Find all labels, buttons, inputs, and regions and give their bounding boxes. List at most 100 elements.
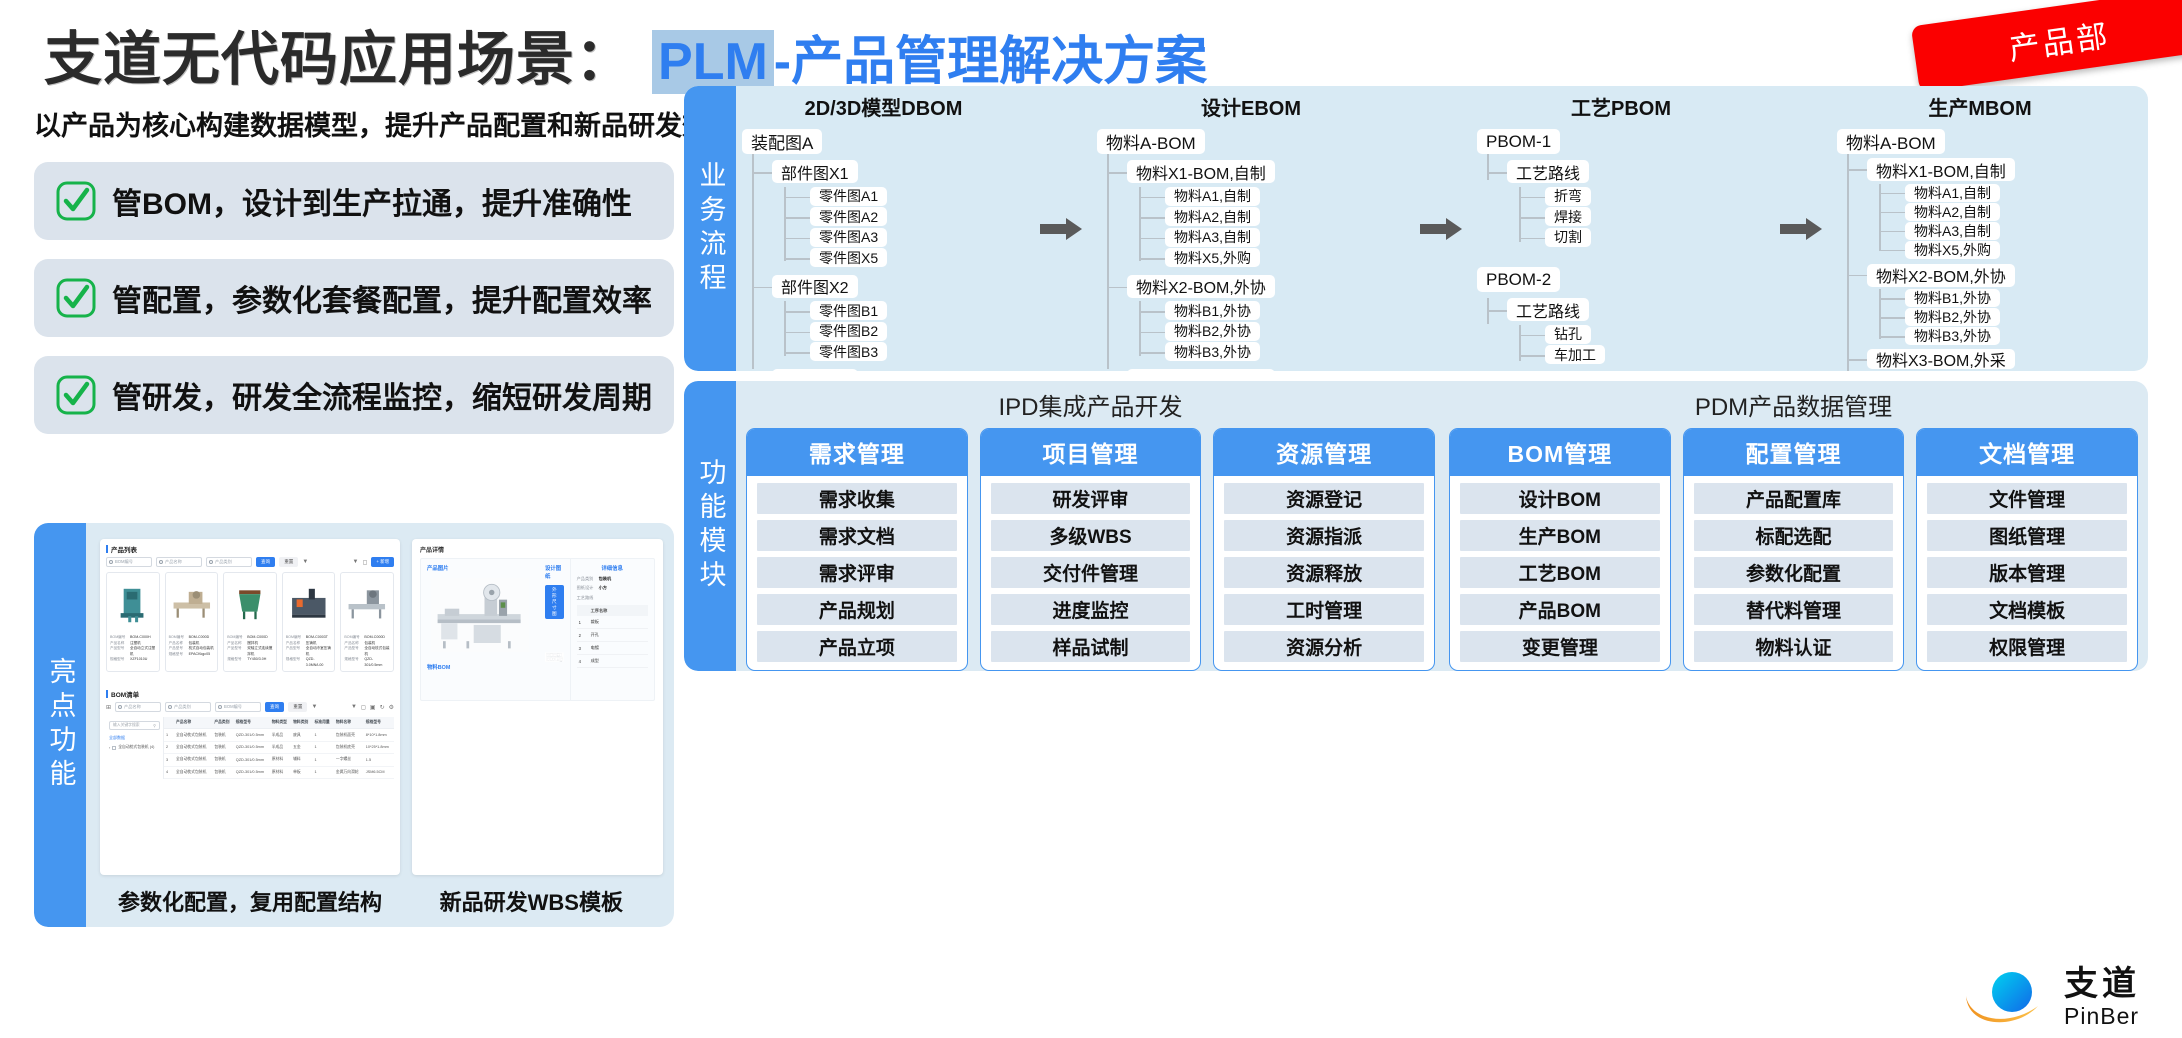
tree-search-input[interactable]: 输入关键字搜索 ⚲ xyxy=(109,721,160,731)
module-item[interactable]: 样品试制 xyxy=(990,631,1191,662)
add-button[interactable]: + 新增 xyxy=(371,557,394,567)
bom-node-leaf[interactable]: 物料X5,外购 xyxy=(1905,240,2001,259)
delete-icon[interactable]: ◻ xyxy=(362,559,368,566)
module-item[interactable]: 产品立项 xyxy=(757,631,957,662)
table-row[interactable]: 4 全自动枕式包装机 包装机 QZD-301/0.5mm 原材料 单板 1 金属… xyxy=(164,766,394,779)
bom-node-group[interactable]: 物料X2-BOM,外协 xyxy=(1867,263,2015,287)
module-item[interactable]: 图纸管理 xyxy=(1927,520,2128,551)
query-button[interactable]: 查询 xyxy=(256,557,276,567)
bom-node-root-2[interactable]: PBOM-2 xyxy=(1477,267,1561,292)
bom-node-leaf[interactable]: 零件图A1 xyxy=(810,186,888,206)
module-item[interactable]: 变更管理 xyxy=(1460,631,1660,662)
table-row[interactable]: 3 电镀 xyxy=(576,641,648,656)
module-item[interactable]: 生产BOM xyxy=(1460,520,1660,551)
screenshot-product-list[interactable]: 产品列表 BOM编号 产品名称 产品类别 查询 重置 ▼ ▼ ◻ xyxy=(100,539,400,875)
search-input-name[interactable]: 产品名称 xyxy=(156,557,202,567)
bom-reset-button[interactable]: 重置 xyxy=(288,702,308,713)
checkbox-icon[interactable] xyxy=(112,745,117,750)
bom-node-leaf[interactable]: 物料A2,自制 xyxy=(1165,207,1261,226)
table-row[interactable]: 4 成型 xyxy=(576,654,648,669)
search-input-bom[interactable]: BOM编号 xyxy=(106,557,152,567)
bom-node-leaf[interactable]: 物料B3,外协 xyxy=(1165,342,1261,361)
bom-node-leaf[interactable]: 车加工 xyxy=(1545,345,1605,364)
bom-node-group[interactable]: 物料X1-BOM,自制 xyxy=(1127,160,1275,183)
delete-icon[interactable]: ◻ xyxy=(360,704,366,711)
bom-node-leaf[interactable]: 零件图B3 xyxy=(810,342,888,361)
table-row[interactable]: 2 全自动枕式包装机 包装机 QZD-301/0.5mm 半成品 五金 1 包装… xyxy=(164,741,394,755)
bom-node-root[interactable]: 物料A-BOM xyxy=(1097,129,1205,154)
product-card[interactable]: BOM编号 BOM-C000D 产品名称 搅拌机 产品型号 双轴立式连续搅拌机 规格型… xyxy=(223,572,277,673)
module-item[interactable]: 需求评审 xyxy=(757,557,957,588)
bom-node-leaf[interactable]: 零件图X5 xyxy=(810,248,888,267)
table-row[interactable]: 3 全自动枕式包装机 包装机 QZD-301/0.5mm 原材料 辅料 1 一字… xyxy=(164,753,394,767)
bom-node-leaf[interactable]: 物料B1,外协 xyxy=(1905,289,2001,307)
bom-node-leaf[interactable]: 切割 xyxy=(1545,227,1591,247)
module-item[interactable]: 资源登记 xyxy=(1224,483,1425,514)
module-item[interactable]: 版本管理 xyxy=(1927,557,2128,588)
module-item[interactable]: 研发评审 xyxy=(990,483,1191,514)
module-item[interactable]: 资源分析 xyxy=(1224,631,1425,662)
module-item[interactable]: 替代料管理 xyxy=(1693,594,1894,625)
module-item[interactable]: 进度监控 xyxy=(990,594,1191,625)
bom-node-leaf[interactable]: 物料A1,自制 xyxy=(1905,183,2001,202)
gear-icon[interactable]: ⚙ xyxy=(388,704,394,711)
bom-node-group[interactable]: 部件图X1 xyxy=(772,160,858,183)
bom-node-leaf[interactable]: 物料A2,自制 xyxy=(1905,202,2001,221)
module-item[interactable]: 需求收集 xyxy=(757,483,957,514)
module-item[interactable]: 资源指派 xyxy=(1224,520,1425,551)
reset-button[interactable]: 重置 xyxy=(279,557,299,567)
bom-node-leaf[interactable]: 零件图B1 xyxy=(810,301,888,320)
table-row[interactable]: 1 全自动枕式包装机 包装机 QZD-301/0.5mm 半成品 废具 1 包装… xyxy=(164,728,394,742)
tree-child-item[interactable]: › 全自动枕式包装机 (4) xyxy=(109,745,160,750)
bom-node-leaf[interactable]: 钻孔 xyxy=(1545,324,1591,344)
bom-node-leaf[interactable]: 零件图B2 xyxy=(810,321,888,341)
module-item[interactable]: 标配选配 xyxy=(1693,520,1894,551)
bom-node-leaf[interactable]: 物料B2,外协 xyxy=(1905,308,2001,326)
bom-node-group[interactable]: 物料X1-BOM,自制 xyxy=(1867,158,2015,181)
bom-search-name[interactable]: 产品名称 xyxy=(115,702,162,713)
print-icon[interactable]: ▣ xyxy=(369,704,376,711)
bom-node-leaf[interactable]: 零件图A2 xyxy=(810,207,888,226)
module-item[interactable]: 工时管理 xyxy=(1224,594,1425,625)
module-item[interactable]: 产品BOM xyxy=(1460,594,1660,625)
product-card[interactable]: BOM编号 BOM-C000H 产品名称 注塑机 产品型号 全自动立式注塑机 规格型号… xyxy=(106,572,160,673)
module-item[interactable]: 需求文档 xyxy=(757,520,957,551)
module-item[interactable]: 文档模板 xyxy=(1927,594,2128,625)
bom-node-leaf[interactable]: 物料B3,外协 xyxy=(1905,327,2001,345)
bom-node-leaf[interactable]: 物料A3,自制 xyxy=(1905,221,2001,240)
product-card[interactable]: BOM编号 BOM-C0003T 产品名称 压铸机 产品型号 全自动冷室压铸机 规格型… xyxy=(281,572,336,673)
module-item[interactable]: 物料认证 xyxy=(1693,631,1894,662)
module-item[interactable]: 工艺BOM xyxy=(1460,557,1660,588)
bom-node-root[interactable]: 装配图A xyxy=(742,129,823,154)
module-item[interactable]: 产品配置库 xyxy=(1693,483,1894,514)
bom-node-leaf[interactable]: 折弯 xyxy=(1545,186,1591,206)
download-icon[interactable]: ▼ xyxy=(352,559,359,565)
table-row[interactable]: 2 开孔 xyxy=(576,628,648,643)
module-item[interactable]: 交付件管理 xyxy=(990,557,1191,588)
bom-node-group[interactable]: 物料X3-BOM,外采 xyxy=(1867,349,2015,370)
bom-node-leaf[interactable]: 物料B1,外协 xyxy=(1165,301,1261,320)
bom-search-category[interactable]: 产品类别 xyxy=(165,702,212,713)
bom-node-group[interactable]: 部件图X3 xyxy=(772,368,858,371)
bom-node-leaf[interactable]: 物料X5,外购 xyxy=(1165,248,1261,267)
table-row[interactable]: 1 裁板 xyxy=(576,616,648,630)
bom-node-group[interactable]: 工艺路线 xyxy=(1507,160,1590,183)
funnel-icon[interactable]: ▼ xyxy=(311,704,318,711)
bom-node-group[interactable]: 工艺路线 xyxy=(1507,298,1590,321)
module-item[interactable]: 多级WBS xyxy=(990,520,1191,551)
bom-node-leaf[interactable]: 焊接 xyxy=(1545,207,1591,226)
bom-node-root[interactable]: PBOM-1 xyxy=(1477,129,1561,154)
expand-icon[interactable]: ⊞ xyxy=(106,704,112,711)
tree-root-label[interactable]: 全部数据 xyxy=(109,735,125,741)
bom-node-leaf[interactable]: 物料B2,外协 xyxy=(1165,321,1261,341)
bom-node-group[interactable]: 物料X3-BOM,外采 xyxy=(1127,368,1275,371)
module-item[interactable]: 参数化配置 xyxy=(1693,557,1894,588)
product-card[interactable]: BOM编号 BOM-C000D 产品名称 包装机 产品型号 全自动枕式包装机 规格型号… xyxy=(340,572,394,673)
module-item[interactable]: 权限管理 xyxy=(1927,631,2128,662)
bom-node-leaf[interactable]: 物料A1,自制 xyxy=(1165,186,1261,206)
module-item[interactable]: 设计BOM xyxy=(1460,483,1660,514)
module-item[interactable]: 资源释放 xyxy=(1224,557,1425,588)
product-card[interactable]: BOM编号 BOM-C000D 产品名称 包装机 产品型号 枕式自动包装机 规格型号 E… xyxy=(164,572,219,673)
bom-search-code[interactable]: BOM编号 xyxy=(215,702,262,713)
bom-query-button[interactable]: 查询 xyxy=(265,702,285,713)
